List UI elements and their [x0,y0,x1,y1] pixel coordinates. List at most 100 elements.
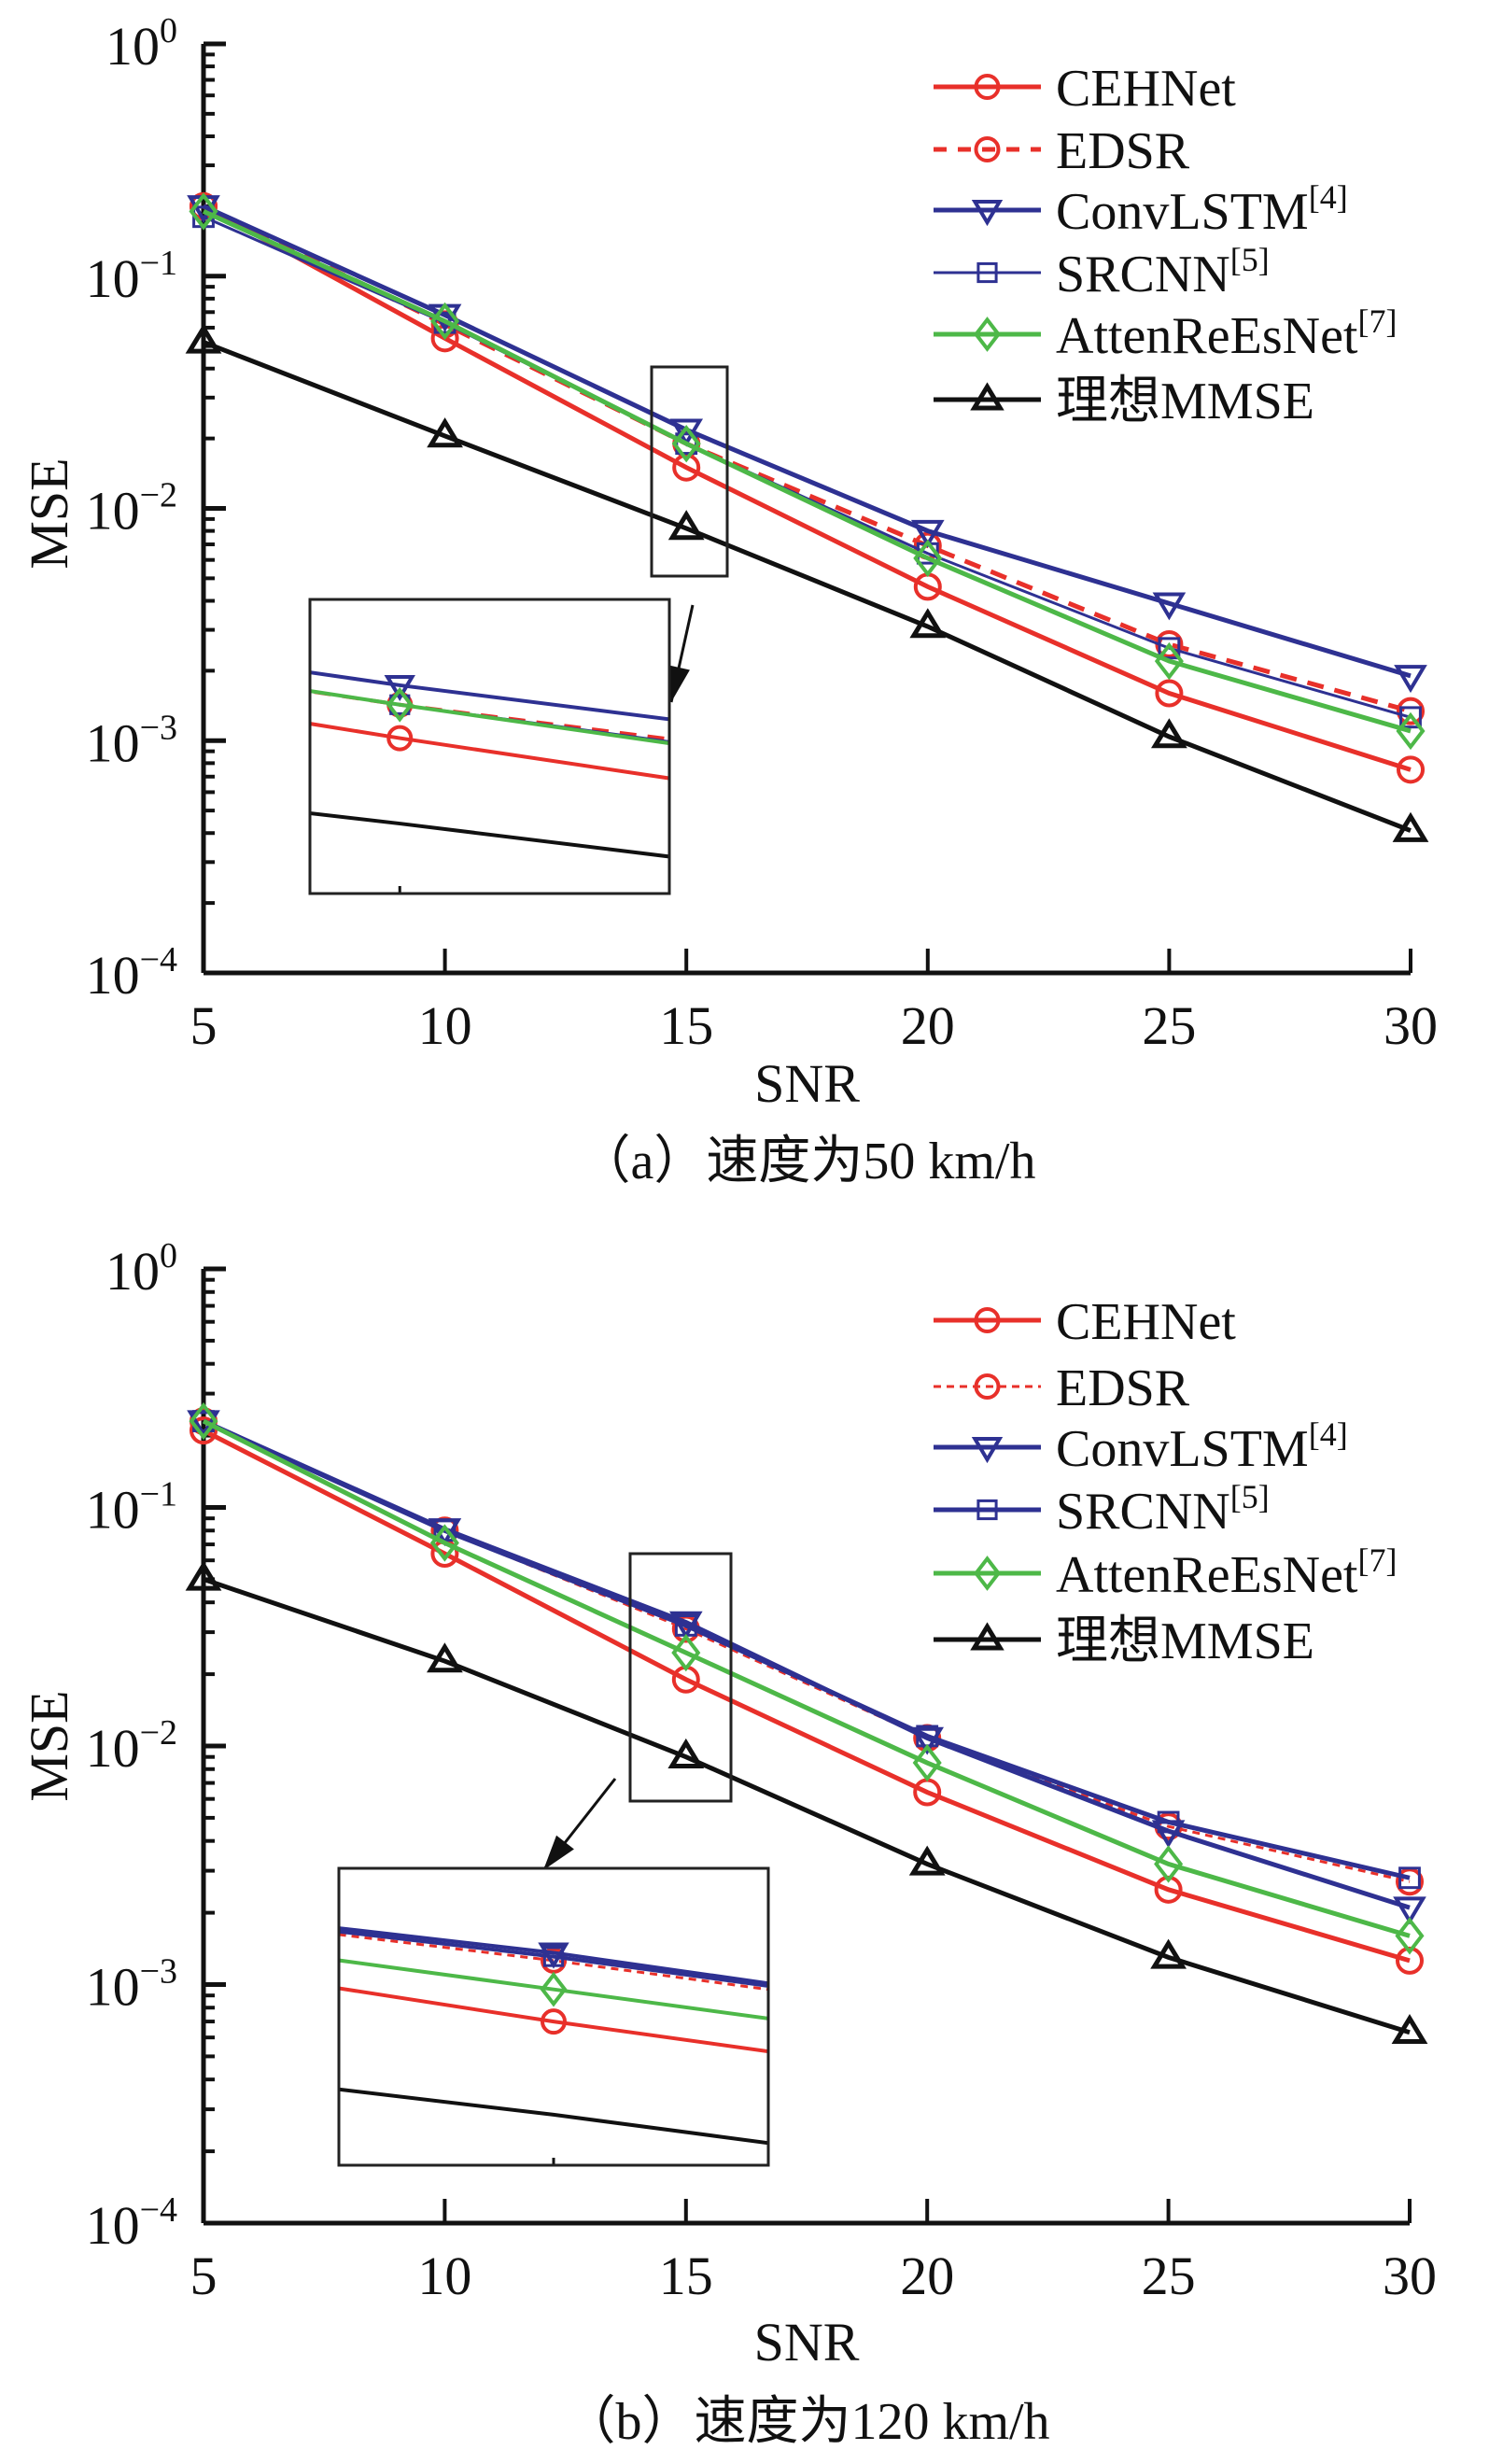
y-tick-exponent: −2 [140,476,177,515]
zoom-region-box [628,1552,733,1803]
legend-name: ConvLSTM [1056,1420,1309,1478]
inset-data-marker [542,1946,565,1967]
data-point-marker [1399,706,1422,729]
data-point-marker [185,1560,222,1591]
legend-item: AttenReEsNet[7] [934,1542,1397,1604]
legend-label: EDSR [1056,1359,1190,1417]
data-point-marker [190,1416,218,1445]
x-tick-label: 5 [190,2246,218,2306]
data-point-marker [667,510,705,541]
series-AttenReEsNet [189,192,1426,751]
legend-name: EDSR [1056,122,1190,180]
y-tick-label: 10−1 [86,244,177,309]
data-point-marker [429,1524,459,1562]
x-tick-label: 30 [1383,2246,1437,2306]
legend-marker [971,1437,1004,1464]
series-理想MMSE [185,1560,1428,2045]
legend-label: ConvLSTM[4] [1056,1415,1348,1478]
y-tick-base: 10 [86,1480,140,1541]
panel-caption: （b）速度为120 km/h [563,2393,1049,2451]
data-point-marker [912,1743,942,1782]
legend-label: SRCNN[5] [1056,241,1270,303]
data-point-marker [1397,697,1425,725]
legend-reference: [4] [1309,1415,1348,1453]
data-point-marker [1151,718,1187,749]
data-point-marker [1155,679,1184,708]
inset-data-marker [384,674,415,702]
data-point-marker [1157,1810,1180,1834]
y-tick-base: 10 [105,16,160,77]
legend-name: EDSR [1056,1359,1190,1417]
data-point-marker [192,1410,215,1432]
series-line [202,204,1412,714]
data-point-marker [1396,711,1426,751]
data-point-marker [427,417,463,448]
y-tick-base: 10 [86,1957,140,2018]
data-point-marker [185,323,222,354]
legend-label: ConvLSTM[4] [1056,178,1348,241]
legend-name: SRCNN [1056,246,1230,303]
y-tick-exponent: −1 [140,1475,177,1514]
data-point-marker [1394,665,1427,694]
data-point-marker [433,1519,457,1542]
legend-label: SRCNN[5] [1056,1478,1270,1541]
y-tick-base: 10 [86,945,140,1006]
legend-name: CEHNet [1056,60,1236,118]
data-point-marker [1158,637,1181,660]
y-tick-base: 10 [86,481,140,542]
y-tick-base: 10 [86,248,140,309]
data-point-marker [1150,1938,1187,1969]
legend-item: ConvLSTM[4] [934,178,1348,241]
legend-item: ConvLSTM[4] [934,1415,1348,1478]
data-point-marker [671,1633,701,1672]
legend-label: CEHNet [1056,1293,1236,1351]
legend-marker [974,1307,1001,1333]
zoom-arrow-head [667,665,690,702]
y-tick-exponent: −2 [140,1713,177,1753]
data-point-marker [427,1642,463,1673]
x-tick-label: 20 [901,995,955,1056]
legend-marker [976,261,998,284]
data-point-marker [909,608,947,639]
data-point-marker [910,519,945,548]
legend-item: 理想MMSE [934,373,1314,430]
legend-name: 理想MMSE [1056,1612,1314,1670]
legend-item: SRCNN[5] [934,241,1270,303]
x-tick-label: 10 [418,995,472,1056]
data-point-marker [1154,1845,1184,1883]
data-point-marker [1391,2013,1428,2045]
legend-reference: [7] [1357,1542,1397,1579]
series-line [202,1418,1411,1938]
y-tick-label: 10−2 [86,1713,177,1779]
legend-label: CEHNet [1056,60,1236,118]
legend-marker [971,200,1004,227]
y-tick-label: 100 [105,11,177,77]
y-tick-label: 100 [105,1236,177,1302]
y-tick-label: 10−1 [86,1475,177,1541]
series-line [203,1577,1411,2035]
legend-marker [976,1499,998,1521]
legend-label: AttenReEsNet[7] [1056,303,1397,365]
data-point-marker [1395,1917,1425,1955]
inset-frame [337,1866,770,2167]
y-tick-exponent: −4 [140,2190,177,2230]
inset-data-marker [541,2008,567,2035]
series-line [202,204,1412,772]
legend: CEHNetEDSRConvLSTM[4]SRCNN[5]AttenReEsNe… [934,60,1397,430]
data-point-marker [1397,755,1425,784]
y-tick-base: 10 [105,1241,160,1302]
y-tick-base: 10 [86,2195,140,2256]
inset-background [310,599,669,894]
panel-caption: （a）速度为50 km/h [579,1133,1036,1190]
data-point-marker [430,302,460,341]
legend: CEHNetEDSRConvLSTM[4]SRCNN[5]AttenReEsNe… [934,1293,1397,1670]
data-point-marker [1398,1866,1421,1890]
x-axis-label: SNR [754,1053,860,1114]
legend-item: EDSR [934,1359,1190,1417]
data-point-marker [671,424,701,463]
legend-reference: [5] [1230,241,1270,278]
y-tick-label: 10−4 [86,940,177,1006]
y-tick-label: 10−4 [86,2190,177,2256]
series-line [203,1419,1411,1883]
legend-item: CEHNet [934,1293,1236,1351]
